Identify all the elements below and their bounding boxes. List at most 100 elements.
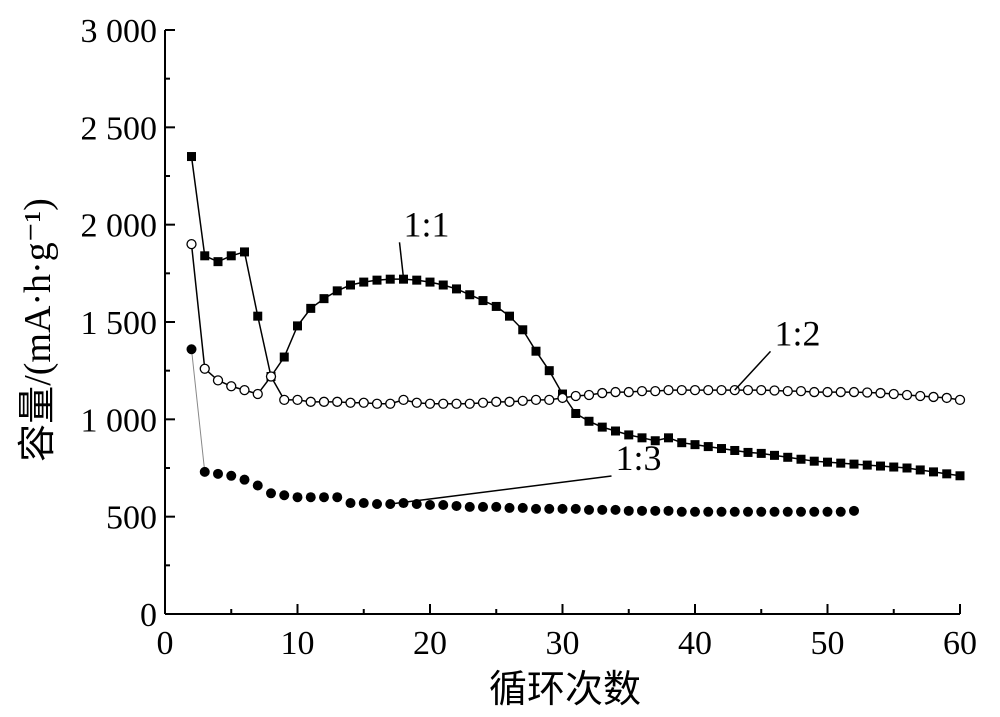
data-point (770, 450, 779, 460)
data-point (796, 454, 806, 464)
data-point (901, 389, 913, 401)
data-point (689, 384, 701, 396)
data-point (849, 505, 859, 516)
data-point (650, 385, 661, 397)
data-point (795, 385, 807, 397)
data-point (213, 468, 223, 479)
data-point (954, 394, 966, 406)
series-annotation: 1:1 (398, 204, 450, 279)
data-point (517, 502, 528, 513)
x-tick-label: 10 (281, 625, 315, 662)
data-point (452, 284, 461, 294)
data-point (518, 325, 528, 335)
series-line (190, 244, 961, 405)
data-point (200, 251, 210, 261)
data-point (531, 503, 541, 514)
data-point (372, 275, 382, 285)
data-point (451, 500, 462, 511)
data-point (809, 456, 819, 466)
data-point (663, 505, 674, 516)
data-point (743, 447, 753, 457)
data-point (292, 492, 303, 503)
data-point (835, 386, 846, 398)
data-point (451, 398, 462, 409)
series-layer (186, 152, 966, 517)
data-point (464, 501, 475, 512)
data-point (636, 385, 648, 397)
data-point (915, 465, 925, 475)
data-point (293, 321, 302, 331)
y-tick-label: 1 000 (81, 402, 158, 439)
annotation-leader (734, 350, 772, 391)
data-point (703, 506, 714, 517)
data-point (637, 505, 647, 516)
data-point (570, 390, 581, 402)
data-point (571, 408, 581, 418)
data-point (743, 506, 753, 517)
data-point (610, 504, 621, 515)
data-point (664, 433, 673, 443)
data-point (266, 488, 276, 499)
data-point (902, 463, 912, 473)
data-point (292, 394, 303, 406)
data-point (544, 503, 555, 514)
data-point (756, 448, 766, 458)
data-point (306, 303, 316, 313)
data-point (822, 506, 833, 517)
data-point (318, 396, 330, 407)
annotation-layer: 1:1 1:2 1:3 (390, 204, 821, 505)
data-point (729, 506, 740, 517)
data-point (319, 492, 329, 503)
data-point (742, 384, 754, 396)
data-point (889, 462, 899, 472)
data-point (782, 506, 793, 517)
data-point (597, 387, 608, 399)
y-tick-label: 2 000 (81, 208, 158, 245)
data-point (332, 286, 342, 296)
data-point (584, 416, 594, 426)
data-point (942, 469, 952, 479)
data-point (848, 386, 860, 398)
data-point (411, 397, 422, 408)
data-point (809, 506, 820, 517)
data-point (213, 257, 223, 267)
data-point (345, 498, 356, 509)
data-point (186, 238, 197, 250)
data-point (425, 499, 435, 510)
data-point (703, 442, 713, 452)
data-point (239, 474, 250, 485)
data-point (570, 503, 581, 514)
data-point (557, 392, 568, 404)
y-tick-label: 500 (106, 500, 157, 537)
data-point (650, 436, 660, 446)
data-point (212, 375, 224, 386)
data-point (252, 388, 263, 400)
y-tick-label: 3 000 (81, 13, 158, 50)
data-point (531, 346, 541, 356)
data-point (941, 392, 952, 404)
data-point (915, 390, 926, 402)
y-tick-label: 2 500 (81, 110, 158, 147)
plot-area (164, 30, 960, 615)
series-line (190, 156, 961, 477)
data-point (412, 275, 422, 285)
data-point (399, 274, 408, 284)
data-point (637, 433, 647, 443)
data-point (199, 363, 210, 374)
data-point (478, 296, 488, 306)
data-point (504, 502, 515, 513)
data-point (583, 389, 595, 401)
data-point (187, 152, 196, 162)
data-point (557, 503, 568, 514)
data-point (876, 461, 885, 471)
data-point (332, 396, 343, 407)
data-point (676, 384, 687, 396)
data-point (623, 386, 634, 398)
data-point (875, 387, 886, 399)
data-point (477, 397, 489, 408)
y-tick-label: 1 500 (81, 305, 158, 342)
annotation-leader (398, 242, 405, 279)
data-point (226, 251, 236, 261)
data-point (835, 506, 846, 517)
